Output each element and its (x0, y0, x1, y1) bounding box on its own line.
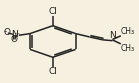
Text: O: O (11, 35, 18, 44)
Text: Cl: Cl (48, 67, 57, 76)
Text: CH₃: CH₃ (121, 27, 135, 36)
Text: CH₃: CH₃ (121, 44, 135, 53)
Text: O: O (3, 28, 10, 37)
Text: N: N (12, 30, 18, 39)
Text: +: + (15, 31, 20, 36)
Text: N: N (109, 31, 116, 40)
Text: -: - (3, 27, 6, 36)
Text: Cl: Cl (48, 7, 57, 16)
